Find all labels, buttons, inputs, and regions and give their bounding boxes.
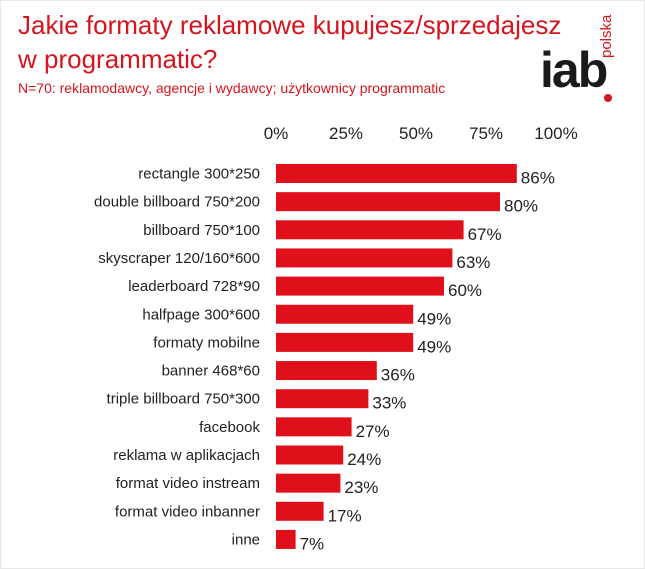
category-label: format video instream xyxy=(116,475,260,492)
iab-polska-logo: iab polska xyxy=(540,15,635,102)
value-label: 27% xyxy=(356,422,390,441)
bar xyxy=(276,445,344,465)
value-label: 36% xyxy=(381,366,415,385)
value-label: 86% xyxy=(521,169,555,188)
category-label: facebook xyxy=(199,419,260,436)
category-label: formaty mobilne xyxy=(153,334,260,351)
bar xyxy=(276,389,369,409)
value-label: 60% xyxy=(448,281,482,300)
bar xyxy=(276,473,341,493)
category-label: banner 468*60 xyxy=(162,363,260,380)
x-tick-label: 25% xyxy=(329,124,363,143)
category-label: leaderboard 728*90 xyxy=(128,278,260,295)
value-label: 33% xyxy=(372,394,406,413)
bar xyxy=(276,220,464,240)
bar xyxy=(276,417,352,437)
chart-subtitle: N=70: reklamodawcy, agencje i wydawcy; u… xyxy=(18,80,446,96)
x-tick-label: 0% xyxy=(264,124,289,143)
x-tick-label: 100% xyxy=(534,124,577,143)
x-tick-label: 75% xyxy=(469,124,503,143)
bar xyxy=(276,276,444,296)
value-label: 24% xyxy=(347,450,381,469)
category-label: triple billboard 750*300 xyxy=(107,391,260,408)
logo-dot xyxy=(604,94,612,102)
bar xyxy=(276,304,414,324)
logo-main-text: iab xyxy=(540,42,608,98)
bar xyxy=(276,501,324,521)
category-label: halfpage 300*600 xyxy=(142,306,260,323)
value-label: 67% xyxy=(468,225,502,244)
chart-title: Jakie formaty reklamowe kupujesz/sprzeda… xyxy=(18,10,562,74)
category-label: format video inbanner xyxy=(115,503,260,520)
category-label: double billboard 750*200 xyxy=(94,194,260,211)
value-label: 63% xyxy=(456,253,490,272)
x-tick-label: 50% xyxy=(399,124,433,143)
category-label: reklama w aplikacjach xyxy=(113,447,260,464)
bar xyxy=(276,248,453,268)
value-label: 49% xyxy=(417,309,451,328)
value-label: 80% xyxy=(504,197,538,216)
value-label: 49% xyxy=(417,337,451,356)
bar xyxy=(276,361,377,381)
value-label: 7% xyxy=(300,534,325,553)
value-label: 23% xyxy=(344,478,378,497)
bar xyxy=(276,332,414,352)
value-label: 17% xyxy=(328,506,362,525)
category-label: inne xyxy=(232,531,260,548)
category-label: skyscraper 120/160*600 xyxy=(98,250,260,267)
bar xyxy=(276,192,500,212)
bar xyxy=(276,164,517,183)
category-label: billboard 750*100 xyxy=(143,222,260,239)
bar xyxy=(276,529,296,549)
category-label: rectangle 300*250 xyxy=(138,166,260,183)
